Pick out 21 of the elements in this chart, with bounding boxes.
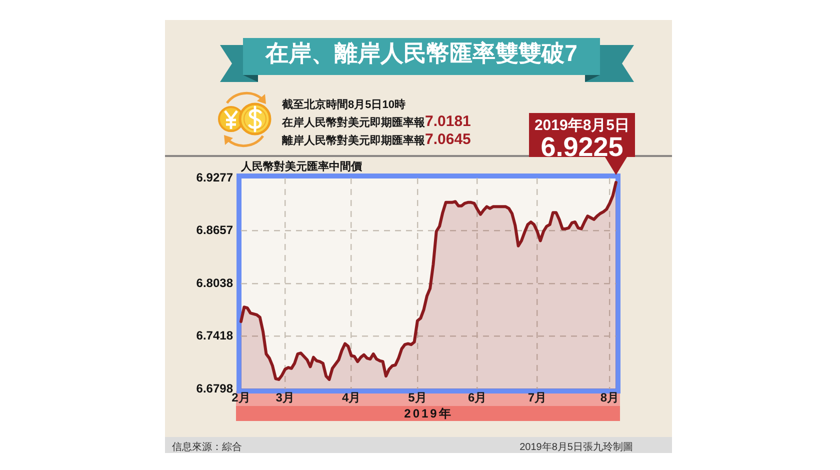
y-tick-label: 6.7418 xyxy=(196,328,234,343)
x-axis-title: 2019年 xyxy=(404,406,453,420)
x-tick-label: 5月 xyxy=(408,390,427,405)
text: 截至北京時間8月5日10時 xyxy=(282,98,406,110)
x-tick-label: 7月 xyxy=(528,390,547,405)
y-tick-label: 6.9277 xyxy=(196,170,234,184)
x-tick-label: 6月 xyxy=(468,390,487,405)
y-tick-label: 6.6798 xyxy=(196,381,234,396)
data-label: 6.9225 xyxy=(540,132,624,162)
x-tick-label: 3月 xyxy=(276,390,294,405)
y-tick-label: 6.8657 xyxy=(196,223,234,238)
text: 2019年8月5日張九玲制圖 xyxy=(520,442,633,452)
text: 在岸人民幣對美元即期匯率報7.0181 xyxy=(282,112,471,130)
text: 信息來源：綜合 xyxy=(172,442,242,452)
x-tick-label: 4月 xyxy=(342,390,361,405)
y-tick-label: 6.8038 xyxy=(196,276,234,290)
x-tick-label: 8月 xyxy=(600,390,620,405)
y-axis-title: 人民幣對美元匯率中間價 xyxy=(240,160,363,174)
x-tick-label: 2月 xyxy=(232,390,250,405)
text: 離岸人民幣對美元即期匯率報7.0645 xyxy=(282,130,471,148)
chart-title: 在岸、離岸人民幣匯率雙雙破7 xyxy=(266,40,578,66)
